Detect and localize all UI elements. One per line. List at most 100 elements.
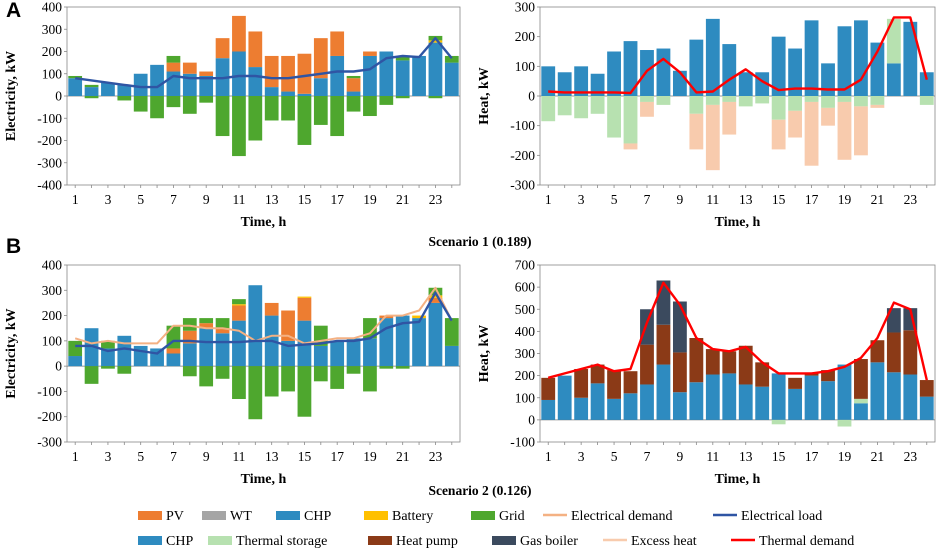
bar-grid_neg [379,366,394,369]
bar-pv [281,55,295,92]
bar-grid_neg [133,96,148,112]
legend-label-thermal_demand: Thermal demand [759,534,854,549]
x-tick-label: 19 [363,192,377,207]
legend-swatch-chp [138,536,162,545]
x-tick-label: 7 [170,192,177,207]
bar-chp [68,356,83,367]
bar-heat_pump [903,330,918,375]
bar-chp [150,64,164,96]
bar-heat_pump [672,352,687,393]
x-tick-label: 5 [137,449,144,464]
bar-grid_neg [84,366,99,384]
x-tick-label: 9 [203,449,210,464]
bar-grid [101,340,115,349]
legend: PV WT CHP Battery Grid Electrical demand Elect… [138,509,854,549]
bar-grid_neg [363,96,377,117]
bar-thermal_storage_neg [656,96,671,105]
bar-pv [297,297,312,321]
bar-chp [689,382,704,420]
bar-chp [705,374,720,420]
bar-chp [821,63,835,96]
y-tick-label: 700 [515,258,536,273]
bar-gas_boiler [886,308,901,333]
line-elec_load [75,291,453,355]
x-tick-label: 5 [611,192,618,207]
legend-label-chp: CHP [304,509,331,524]
legend-swatch-pv [138,511,162,520]
bar-heat_pump [689,338,704,383]
bar-excess_heat [722,101,737,135]
bar-chp [281,91,295,96]
bar-pv [199,71,214,76]
bar-grid_neg [101,366,115,369]
bar-heat_pump [656,324,671,365]
bar-excess_heat [837,101,852,160]
bar-thermal_storage_neg [771,96,786,120]
y-tick-label: 400 [515,324,536,339]
x-tick-label: 1 [545,449,552,464]
bar-heat_pump [722,351,737,374]
bar-chp [68,78,83,96]
x-tick-label: 1 [545,192,552,207]
bar-chp [623,41,638,96]
bar-chp [412,55,426,96]
bar-thermal_storage_neg [689,96,704,114]
bar-grid_neg [182,96,197,114]
bar-heat_pump [919,380,934,397]
bar-chp [738,72,753,96]
bar-pv [166,348,181,354]
bar-grid_neg [428,96,443,99]
x-tick-label: 17 [330,192,344,207]
bar-chp [313,78,328,96]
x-tick-label: 21 [871,449,885,464]
scenario2-caption: Scenario 2 (0.126) [428,483,531,498]
bar-chp [886,63,901,96]
bar-grid_neg [395,96,410,99]
y-tick-label: -100 [37,384,62,399]
bar-grid [395,55,410,61]
x-tick-label: 7 [644,449,651,464]
bar-chp [541,66,556,96]
bar-chp [428,42,443,96]
legend-swatch-chp [276,511,300,520]
y-tick-label: 0 [55,89,62,104]
x-tick-label: 11 [232,192,245,207]
bar-grid_neg [199,366,214,387]
x-tick-label: 7 [644,192,651,207]
y-tick-label: 400 [42,258,63,273]
bar-pv [281,310,295,341]
x-axis-title: Time, h [715,472,761,487]
bar-chp [166,353,181,367]
legend-label-elec_load: Electrical load [741,509,822,524]
bar-chp [640,384,654,420]
bar-chp [738,384,753,420]
bar-chp [689,39,704,96]
bar-grid_neg [330,366,345,389]
bar-grid_neg [379,96,394,105]
bar-pv [215,38,230,59]
legend-label-excess_heat: Excess heat [631,534,697,549]
bar-chp [379,318,394,367]
x-tick-label: 3 [578,449,585,464]
bar-grid [444,318,459,346]
bar-pv [199,323,214,329]
y-axis-title: Electricity, kW [4,308,19,398]
y-tick-label: -100 [510,118,535,133]
bar-excess_heat [854,106,868,156]
bar-thermal_storage_neg [722,96,737,102]
bar-chp [281,340,295,367]
bar-chp [199,75,214,96]
legend-swatch-gas_boiler [492,536,516,545]
bar-pv [182,62,197,74]
y-tick-label: -300 [510,178,535,193]
bar-chp [84,87,99,96]
bar-chp [84,328,99,367]
y-tick-label: 100 [42,66,63,81]
bar-grid [84,84,99,88]
bar-chp [919,72,934,96]
bar-chp [788,388,803,420]
bar-chp [837,26,852,96]
bar-grid [346,75,361,79]
bar-chp [412,318,426,367]
